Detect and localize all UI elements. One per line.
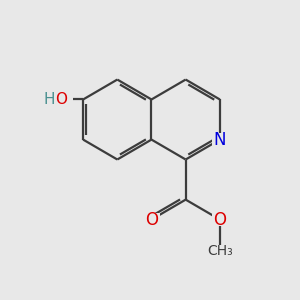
Bar: [43, 93, 68, 106]
Text: O: O: [213, 211, 226, 229]
Text: O: O: [145, 211, 158, 229]
Text: CH₃: CH₃: [207, 244, 233, 258]
Bar: [143, 213, 160, 226]
Bar: [212, 133, 228, 146]
Text: O: O: [56, 92, 68, 107]
Text: N: N: [214, 130, 226, 148]
Bar: [205, 244, 235, 258]
Bar: [212, 213, 228, 226]
Text: H: H: [43, 92, 55, 107]
